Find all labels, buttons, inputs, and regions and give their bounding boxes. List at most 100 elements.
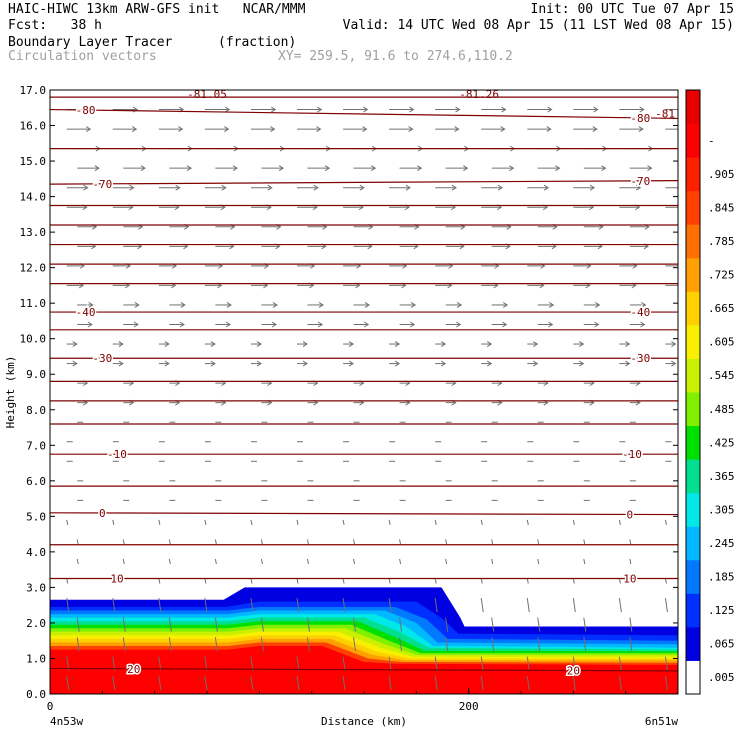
colorbar-label: .905: [708, 168, 735, 181]
colorbar-label: .005: [708, 671, 735, 684]
colorbar-swatch: [686, 291, 700, 326]
vector-arrow: [434, 519, 437, 526]
colorbar-swatch: [686, 358, 700, 393]
vector-arrow: [491, 539, 494, 545]
vector-arrowhead: [224, 126, 230, 133]
vector-arrow: [434, 578, 437, 584]
vector-arrowhead: [546, 126, 552, 133]
vector-arrow: [480, 597, 484, 613]
vector-arrow: [250, 578, 253, 584]
vector-arrowhead: [221, 184, 227, 191]
vector-arrowhead: [362, 126, 368, 133]
vector-arrow: [434, 676, 438, 691]
vector-arrow: [572, 676, 576, 691]
colorbar-label: .305: [708, 503, 735, 516]
vector-arrow: [664, 676, 668, 691]
y-tick-label: 16.0: [20, 120, 47, 133]
vector-arrow: [122, 637, 126, 652]
vector-arrowhead: [639, 106, 645, 113]
vector-arrow: [112, 597, 116, 613]
vector-arrowhead: [509, 165, 515, 172]
vector-arrow: [76, 539, 79, 545]
vector-arrowhead: [502, 321, 508, 328]
vector-arrowhead: [454, 126, 460, 133]
vector-arrowhead: [164, 341, 170, 347]
colorbar-label: .785: [708, 235, 735, 248]
vector-arrowhead: [533, 341, 539, 347]
colorbar-label: .665: [708, 302, 735, 315]
vector-arrow: [629, 539, 632, 545]
contour-label: -70: [630, 175, 650, 188]
vector-arrow: [399, 637, 403, 652]
vector-arrow: [526, 597, 530, 613]
vector-arrow: [204, 578, 207, 584]
vector-arrowhead: [409, 321, 416, 328]
vector-arrow: [158, 597, 162, 613]
vector-arrow: [214, 617, 218, 632]
vector-arrowhead: [640, 321, 646, 328]
vector-arrowhead: [671, 360, 677, 367]
vector-arrow: [204, 656, 208, 671]
vector-arrow: [76, 617, 80, 632]
vector-arrowhead: [164, 360, 170, 367]
vector-arrowhead: [316, 126, 322, 133]
vector-arrow: [572, 578, 575, 584]
vector-arrow: [353, 558, 356, 565]
vector-arrowhead: [118, 360, 124, 367]
vector-arrow: [306, 617, 310, 632]
vector-arrow: [260, 539, 263, 545]
vector-arrow: [491, 558, 494, 565]
vector-arrow: [306, 637, 310, 652]
vector-arrow: [66, 597, 70, 613]
y-tick-label: 17.0: [20, 84, 47, 97]
vector-arrow: [112, 578, 115, 584]
vector-arrowhead: [497, 184, 503, 191]
vector-arrowhead: [72, 341, 78, 347]
vector-arrowhead: [394, 341, 401, 347]
vector-arrowhead: [502, 302, 509, 308]
vector-arrow: [76, 558, 79, 565]
contour-label: -10: [622, 448, 642, 461]
vector-arrow: [583, 637, 587, 652]
vector-arrowhead: [592, 126, 598, 133]
vector-arrowhead: [440, 360, 447, 367]
vector-arrow: [296, 656, 300, 671]
vector-arrow: [112, 676, 116, 691]
vector-arrowhead: [140, 165, 146, 172]
vector-arrowhead: [87, 321, 93, 328]
y-tick-label: 7.0: [26, 439, 46, 452]
vector-arrow: [214, 539, 217, 545]
vector-arrowhead: [681, 205, 685, 210]
x-tick-label: 0: [47, 700, 54, 713]
vector-arrowhead: [486, 341, 493, 347]
contour-label: -70: [92, 178, 112, 191]
vector-arrowhead: [178, 126, 184, 133]
vector-arrowhead: [440, 341, 447, 347]
y-tick-label: 15.0: [20, 155, 47, 168]
vector-arrowhead: [348, 341, 355, 347]
vector-arrow: [306, 539, 309, 545]
colorbar-swatch: [686, 593, 700, 628]
vector-arrow: [526, 519, 529, 526]
x-end-location: 6n51w: [645, 715, 678, 728]
vector-arrow: [66, 578, 69, 584]
cross-section-endpoints: XY= 259.5, 91.6 to 274.6,110.2: [278, 49, 513, 64]
vector-arrow: [168, 539, 171, 545]
vector-arrow: [445, 539, 448, 545]
contour-label: -40: [630, 306, 650, 319]
y-axis-label: Height (km): [4, 356, 17, 429]
vector-arrow: [353, 617, 357, 632]
vector-arrowhead: [363, 106, 369, 113]
vector-arrowhead: [271, 106, 277, 113]
vector-arrowhead: [547, 106, 553, 113]
vector-arrow: [168, 617, 172, 632]
vector-arrow: [399, 617, 403, 632]
vector-arrowhead: [85, 126, 92, 133]
vector-arrow: [629, 637, 633, 652]
vector-arrowhead: [83, 184, 89, 191]
temperature-contour: [50, 667, 678, 672]
vector-arrowhead: [589, 184, 596, 191]
vector-arrowhead: [88, 302, 94, 308]
y-tick-label: 5.0: [26, 510, 46, 523]
y-tick-label: 2.0: [26, 617, 46, 630]
